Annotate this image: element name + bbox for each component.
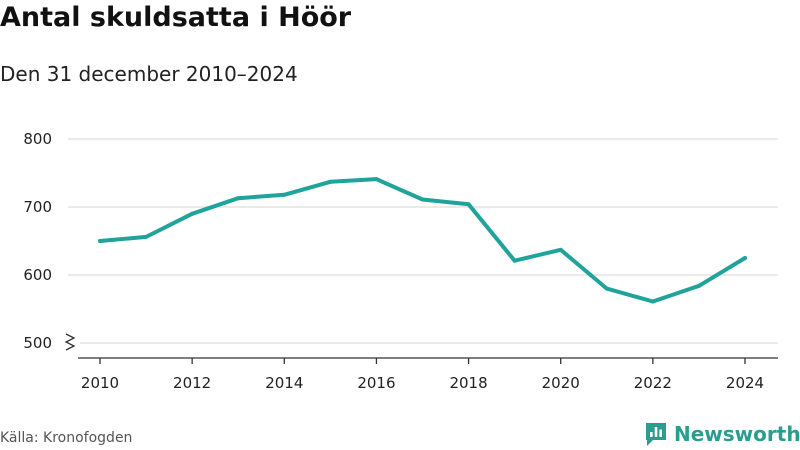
data-point-2024: [743, 256, 747, 260]
chart-title: Antal skuldsatta i Höör: [0, 2, 352, 33]
x-tick-label: 2024: [726, 374, 764, 392]
chart-subtitle: Den 31 december 2010–2024: [0, 62, 298, 86]
bar-chart-logo-icon: [646, 423, 666, 446]
gridlines: [68, 138, 778, 344]
line-chart: 500 600 700 800 2010 2012 2014 2016 2018 2020 202…: [23, 130, 778, 392]
data-point-2017: [420, 197, 425, 202]
data-point-2023: [696, 283, 701, 288]
y-axis: 500 600 700 800: [23, 130, 76, 352]
data-point-2019: [512, 258, 517, 263]
x-tick-label: 2010: [81, 374, 119, 392]
x-tick-label: 2018: [449, 374, 487, 392]
x-tick-labels: 2010 2012 2014 2016 2018 2020 2022 2024: [81, 374, 764, 392]
series-layer: [98, 177, 747, 304]
data-point-2012: [190, 211, 195, 216]
y-tick-label: 500: [23, 334, 52, 352]
data-point-2022: [650, 299, 655, 304]
data-point-2018: [466, 202, 471, 207]
y-tick-label: 600: [23, 266, 52, 284]
data-point-2020: [558, 247, 563, 252]
data-point-2011: [144, 234, 149, 239]
y-tick-label: 700: [23, 198, 52, 216]
y-tick-label: 800: [23, 130, 52, 148]
x-axis: [78, 357, 778, 364]
axis-break-icon: [64, 333, 76, 351]
x-tick-label: 2012: [173, 374, 211, 392]
data-point-2021: [604, 286, 609, 291]
series-line-0: [98, 177, 747, 304]
x-tick-label: 2014: [265, 374, 303, 392]
data-point-2010: [98, 239, 102, 243]
x-tick-label: 2022: [634, 374, 672, 392]
brand-name: Newsworthy: [674, 422, 800, 446]
data-point-2014: [282, 192, 287, 197]
data-point-2015: [328, 179, 333, 184]
data-point-2016: [374, 177, 379, 182]
source-note: Källa: Kronofogden: [0, 430, 133, 446]
x-tick-label: 2016: [357, 374, 395, 392]
x-tick-label: 2020: [542, 374, 580, 392]
data-point-2013: [236, 196, 241, 201]
newsworthy-logo: Newsworthy: [644, 420, 800, 448]
